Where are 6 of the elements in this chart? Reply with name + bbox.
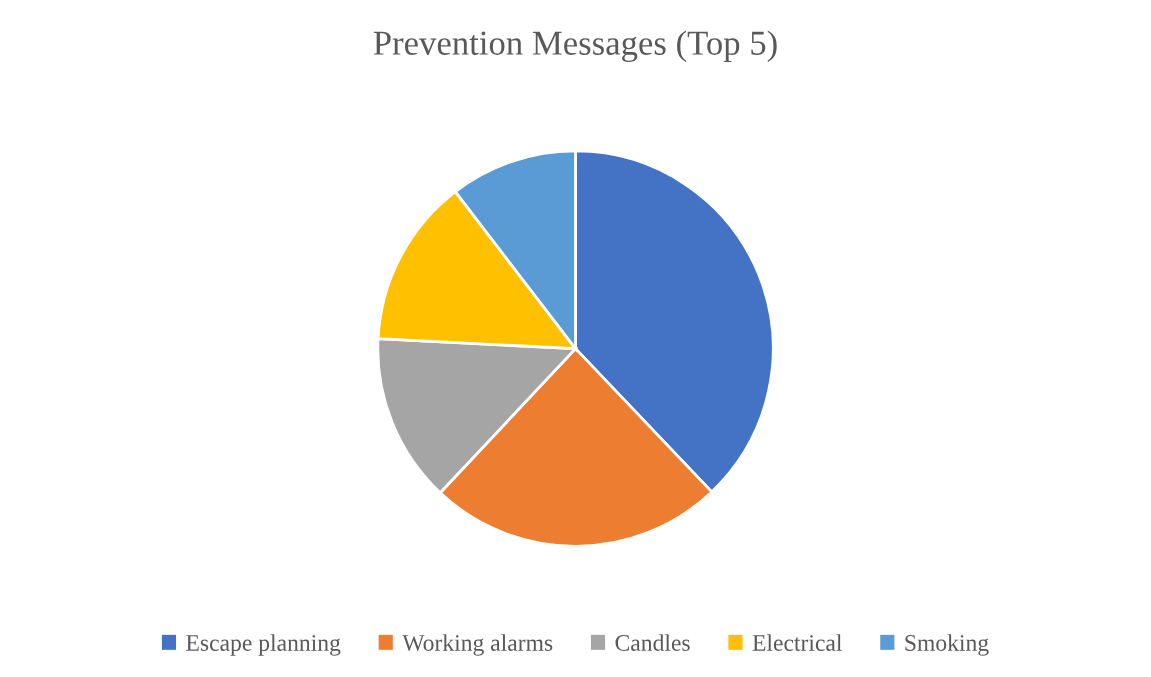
legend-label: Smoking — [905, 634, 989, 656]
legend-label: Escape planning — [186, 634, 341, 656]
legend-label: Electrical — [752, 634, 842, 651]
legend-label: Candles — [615, 634, 690, 651]
chart-title: Prevention Messages (Top 5) — [373, 30, 777, 63]
legend-label: Working alarms — [402, 634, 553, 656]
